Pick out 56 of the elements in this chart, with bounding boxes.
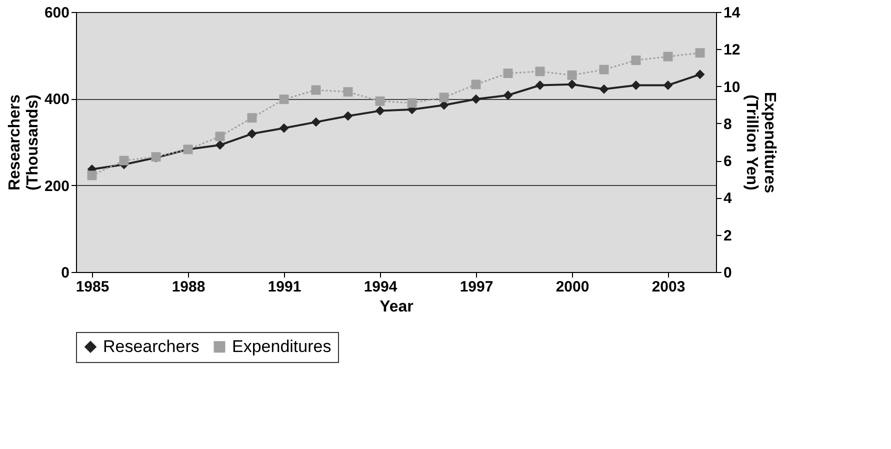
point	[471, 80, 481, 90]
point	[375, 96, 385, 106]
point	[535, 80, 545, 90]
y-tick-label: 0	[61, 264, 70, 282]
point	[695, 70, 705, 80]
point	[279, 94, 289, 104]
x-tick-label: 1991	[268, 278, 302, 296]
point	[663, 80, 673, 90]
point	[311, 85, 321, 95]
y-axis-title: Researchers (Thousands)	[6, 94, 42, 191]
y2-axis-title: Expenditures (Trillion Yen)	[743, 92, 778, 194]
point	[343, 87, 353, 97]
point	[215, 140, 225, 150]
point	[215, 132, 225, 142]
point	[503, 90, 513, 100]
x-tick-label: 1997	[460, 278, 494, 296]
point	[119, 156, 129, 166]
x-tick-label: 1988	[172, 278, 206, 296]
legend-label: Expenditures	[232, 336, 332, 356]
point	[247, 113, 257, 123]
point	[87, 170, 97, 180]
x-tick-label: 1994	[364, 278, 398, 296]
point	[311, 117, 321, 127]
y2-tick-label: 2	[724, 227, 732, 244]
point	[279, 123, 289, 133]
x-tick-label: 1985	[76, 278, 110, 296]
point	[599, 84, 609, 94]
point	[599, 64, 609, 74]
point	[407, 98, 417, 108]
point	[631, 56, 641, 66]
y-tick-label: 400	[44, 91, 70, 108]
y-tick-label: 200	[44, 178, 70, 195]
point	[247, 129, 257, 139]
y2-tick-label: 8	[724, 116, 732, 133]
point	[631, 80, 641, 90]
point	[375, 106, 385, 116]
legend-label: Researchers	[103, 336, 200, 356]
point	[663, 52, 673, 62]
y2-tick-label: 0	[724, 264, 732, 282]
point	[695, 48, 705, 58]
x-axis-title: Year	[380, 298, 414, 316]
x-tick-label: 2003	[652, 278, 686, 296]
point	[439, 92, 449, 102]
y2-tick-label: 6	[724, 153, 732, 170]
y2-tick-label: 14	[724, 4, 741, 22]
x-tick-label: 2000	[556, 278, 590, 296]
y2-tick-label: 12	[724, 42, 740, 59]
point	[471, 94, 481, 104]
point	[503, 68, 513, 78]
point	[567, 80, 577, 90]
y2-tick-label: 4	[724, 190, 732, 208]
y2-tick-label: 10	[724, 78, 740, 96]
y-tick-label: 600	[44, 4, 70, 22]
point	[343, 111, 353, 121]
point	[535, 66, 545, 76]
point	[567, 70, 577, 80]
